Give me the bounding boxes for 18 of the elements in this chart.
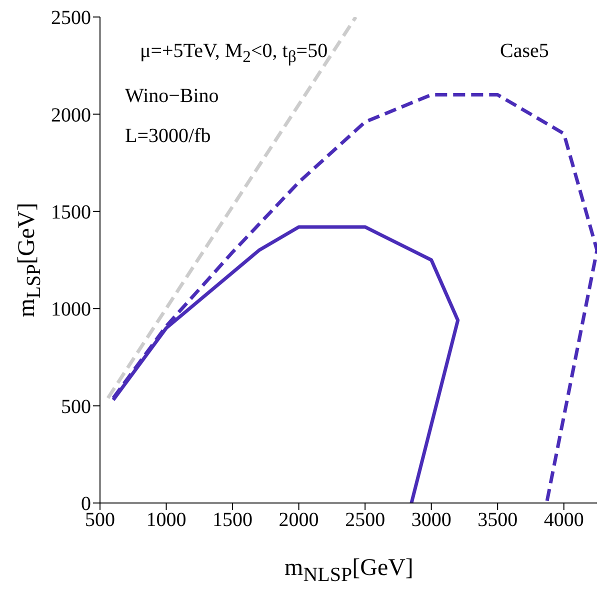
- y-tick-label: 1500: [51, 202, 91, 224]
- x-tick-label: 3000: [411, 509, 452, 532]
- x-tick-label: 4000: [544, 509, 584, 532]
- x-tick-label: 500: [85, 509, 115, 532]
- y-tick-label: 500: [61, 396, 91, 418]
- x-tick-label: 2500: [345, 509, 386, 532]
- x-tick-label: 1000: [146, 509, 186, 532]
- annotation: L=3000/fb: [125, 125, 211, 148]
- annotation: Case5: [500, 40, 549, 63]
- x-tick-label: 3500: [478, 509, 518, 532]
- y-tick-label: 2500: [51, 7, 91, 30]
- x-tick-label: 2000: [278, 509, 319, 532]
- y-tick-label: 1000: [51, 298, 91, 321]
- x-axis-title: m$_{NLSP}$[GeV]: [284, 555, 414, 587]
- y-tick-label: 2000: [51, 104, 91, 126]
- x-tick-label: 1500: [212, 509, 253, 532]
- annotation: μ=+5TeV, M$_{2}$<0, t$_{β}$=50: [140, 40, 328, 67]
- annotation: Wino−Bino: [125, 85, 219, 108]
